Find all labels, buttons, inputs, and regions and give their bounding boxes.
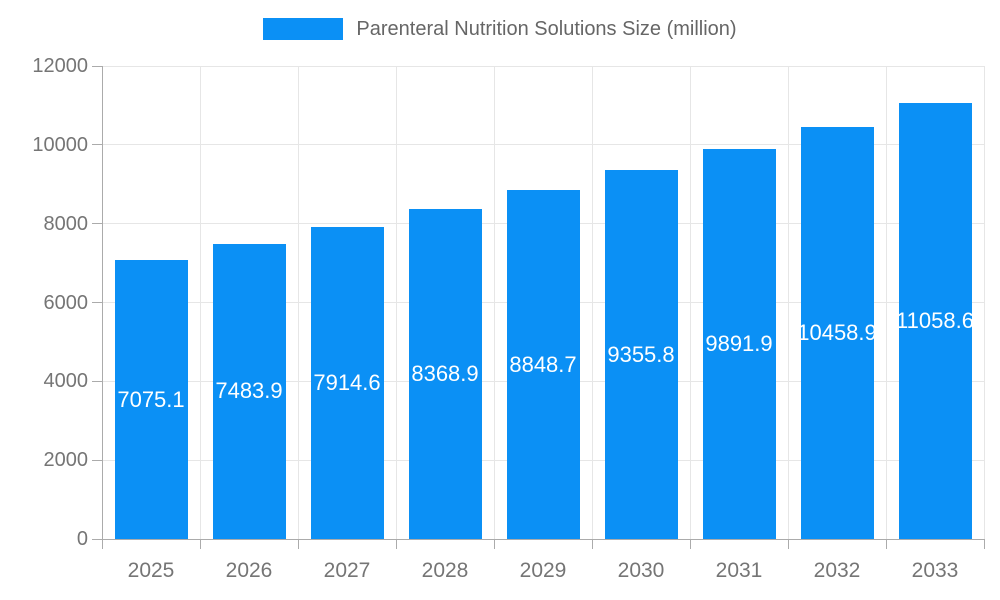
- bar-2033[interactable]: 11058.6: [898, 103, 972, 539]
- x-axis-tick-label: 2026: [225, 559, 273, 582]
- y-axis-tick-label: 8000: [43, 212, 89, 235]
- x-axis-tick-label: 2025: [127, 559, 175, 582]
- bar-value-label: 9355.8: [607, 341, 675, 367]
- bar-2025[interactable]: 7075.1: [114, 260, 188, 539]
- x-tick-mark: [101, 539, 103, 549]
- x-tick-mark: [493, 539, 495, 549]
- bar-2029[interactable]: 8848.7: [506, 190, 580, 539]
- y-tick-mark: [92, 459, 102, 461]
- x-gridline: [493, 66, 495, 539]
- y-axis-tick-label: 0: [76, 528, 88, 550]
- bar-2032[interactable]: 10458.9: [800, 126, 874, 539]
- y-tick-mark: [92, 144, 102, 146]
- x-axis-tick-label: 2030: [617, 559, 665, 582]
- y-tick-mark: [92, 223, 102, 225]
- legend-swatch: [263, 18, 344, 40]
- legend: Parenteral Nutrition Solutions Size (mil…: [0, 16, 1000, 42]
- bar-value-label: 10458.9: [800, 319, 874, 345]
- bar-value-label: 9891.9: [705, 331, 773, 357]
- bar-value-label: 7914.6: [313, 370, 381, 395]
- y-axis-tick-label: 6000: [43, 291, 89, 314]
- y-tick-mark: [92, 380, 102, 382]
- x-tick-mark: [689, 539, 691, 549]
- x-gridline: [199, 66, 201, 539]
- y-axis-tick-label: 10000: [32, 133, 88, 156]
- legend-label: Parenteral Nutrition Solutions Size (mil…: [356, 18, 737, 40]
- bar-value-label: 8848.7: [509, 351, 577, 377]
- x-axis-tick-label: 2033: [911, 559, 959, 582]
- bar-value-label: 8368.9: [411, 361, 479, 387]
- x-tick-mark: [199, 539, 201, 549]
- x-tick-mark: [983, 539, 985, 549]
- bar-value-label: 7075.1: [117, 386, 185, 412]
- bar-2030[interactable]: 9355.8: [604, 170, 678, 539]
- y-axis-line: [101, 66, 103, 539]
- x-gridline: [591, 66, 593, 539]
- y-axis-tick-label: 12000: [32, 55, 88, 77]
- x-gridline: [787, 66, 789, 539]
- x-axis-tick-label: 2027: [323, 559, 371, 582]
- x-axis-line: [102, 538, 984, 540]
- x-gridline: [885, 66, 887, 539]
- y-tick-mark: [92, 538, 102, 540]
- legend-item[interactable]: Parenteral Nutrition Solutions Size (mil…: [263, 16, 737, 42]
- y-axis-tick-label: 4000: [43, 370, 89, 393]
- y-gridline: [102, 65, 984, 67]
- x-gridline: [395, 66, 397, 539]
- y-tick-mark: [92, 65, 102, 67]
- x-tick-mark: [297, 539, 299, 549]
- x-tick-mark: [787, 539, 789, 549]
- x-axis-tick-label: 2031: [715, 559, 763, 582]
- x-tick-mark: [395, 539, 397, 549]
- y-gridline: [102, 144, 984, 146]
- y-axis-tick-label: 2000: [43, 449, 89, 472]
- x-gridline: [983, 66, 985, 539]
- bar-value-label: 7483.9: [215, 378, 283, 404]
- bar-2028[interactable]: 8368.9: [408, 209, 482, 539]
- y-tick-mark: [92, 302, 102, 303]
- bar-value-label: 11058.6: [898, 308, 972, 334]
- x-tick-mark: [591, 539, 593, 549]
- x-axis-tick-label: 2029: [519, 559, 567, 582]
- bar-2026[interactable]: 7483.9: [212, 244, 286, 539]
- x-axis-tick-label: 2028: [421, 559, 469, 582]
- x-tick-mark: [885, 539, 887, 549]
- x-gridline: [689, 66, 691, 539]
- bar-2031[interactable]: 9891.9: [702, 149, 776, 539]
- x-gridline: [297, 66, 299, 539]
- bar-2027[interactable]: 7914.6: [310, 227, 384, 539]
- x-axis-tick-label: 2032: [813, 559, 861, 582]
